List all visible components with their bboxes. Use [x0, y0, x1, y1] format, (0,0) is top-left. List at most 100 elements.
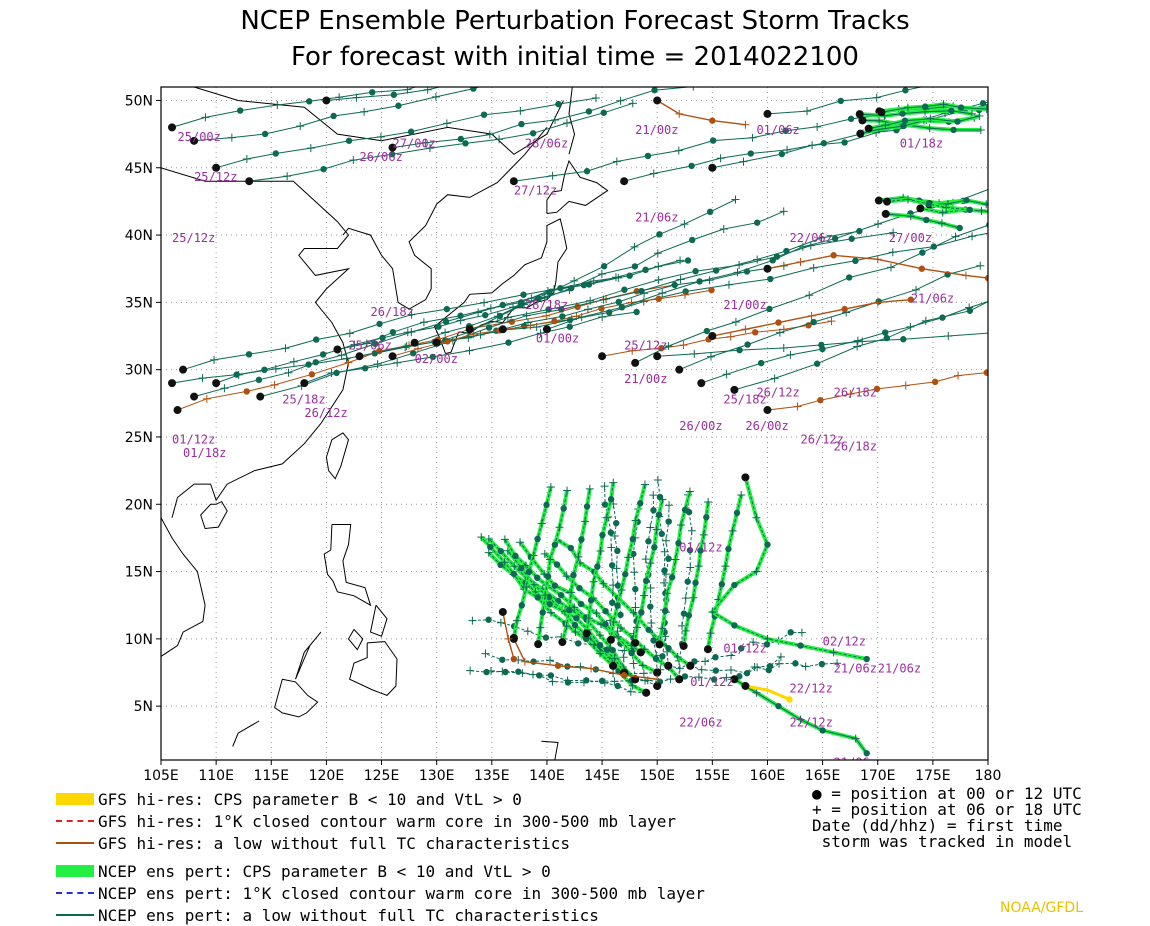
- position-plus-06-18: [663, 647, 672, 656]
- position-plus-06-18: [681, 594, 690, 603]
- position-plus-06-18: [476, 330, 485, 339]
- position-plus-06-18: [590, 640, 599, 649]
- coastline-segment: [161, 167, 351, 518]
- position-plus-06-18: [327, 368, 336, 377]
- position-plus-06-18: [402, 342, 411, 351]
- position-plus-06-18: [284, 368, 293, 377]
- position-dot-00-12: [730, 385, 739, 394]
- position-plus-06-18: [628, 48, 636, 56]
- position-plus-06-18: [706, 352, 715, 361]
- position-plus-06-18: [796, 715, 805, 724]
- position-plus-06-18: [726, 332, 735, 341]
- position-dot-00-12: [787, 629, 794, 636]
- position-dot-00-12: [763, 641, 771, 648]
- position-plus-06-18: [640, 591, 649, 600]
- y-tick-label: 15N: [125, 565, 153, 581]
- position-dot-00-12: [607, 529, 615, 536]
- position-plus-06-18: [551, 115, 560, 124]
- position-plus-06-18: [201, 113, 210, 122]
- position-plus-06-18: [609, 478, 618, 487]
- position-dot-00-12: [617, 611, 624, 619]
- position-dot-00-12: [602, 620, 609, 628]
- position-dot-00-12: [737, 645, 745, 652]
- position-dot-00-12: [534, 574, 541, 581]
- position-plus-06-18: [779, 207, 788, 216]
- position-dot-00-12: [545, 594, 553, 601]
- position-plus-06-18: [570, 603, 579, 612]
- position-plus-06-18: [677, 521, 686, 530]
- position-dot-00-12: [612, 519, 620, 527]
- position-dot-00-12: [637, 500, 644, 507]
- position-plus-06-18: [673, 653, 682, 662]
- position-dot-00-12: [697, 379, 706, 388]
- date-label: 26/18z: [834, 386, 877, 400]
- position-dot-00-12: [497, 561, 504, 569]
- x-tick-label: 175E: [915, 768, 951, 784]
- position-plus-06-18: [739, 157, 748, 166]
- position-plus-06-18: [419, 318, 428, 327]
- position-plus-06-18: [630, 568, 639, 577]
- storm-track-line: [414, 210, 784, 344]
- position-plus-06-18: [853, 336, 862, 345]
- date-label: 25/18z: [723, 392, 766, 406]
- storm-tracks: [168, 48, 988, 757]
- position-plus-06-18: [589, 577, 598, 586]
- position-plus-06-18: [813, 122, 822, 131]
- position-dot-00-12: [179, 365, 188, 374]
- position-plus-06-18: [770, 374, 779, 383]
- position-plus-06-18: [676, 275, 685, 284]
- position-plus-06-18: [721, 562, 730, 571]
- position-dot-00-12: [602, 607, 609, 615]
- date-label: 01/18z: [183, 446, 226, 460]
- position-dot-00-12: [465, 325, 474, 334]
- position-dot-00-12: [656, 231, 663, 238]
- position-dot-00-12: [725, 545, 732, 553]
- position-dot-00-12: [442, 318, 450, 325]
- position-plus-06-18: [592, 609, 601, 618]
- position-dot-00-12: [485, 324, 493, 331]
- position-plus-06-18: [610, 531, 619, 540]
- position-dot-00-12: [457, 135, 465, 143]
- position-dot-00-12: [858, 116, 867, 125]
- position-dot-00-12: [979, 100, 987, 107]
- position-plus-06-18: [529, 580, 538, 589]
- position-dot-00-12: [864, 124, 873, 133]
- position-plus-06-18: [694, 673, 703, 682]
- position-dot-00-12: [557, 591, 565, 599]
- date-label: 01/12z: [690, 675, 733, 689]
- position-dot-00-12: [499, 656, 506, 663]
- storm-track-line: [586, 482, 614, 634]
- date-label: 25/06z: [348, 338, 391, 352]
- position-dot-00-12: [841, 305, 848, 313]
- map-subtitle: For forecast with initial time = 2014022…: [291, 42, 859, 72]
- position-plus-06-18: [612, 157, 621, 166]
- position-dot-00-12: [168, 123, 177, 132]
- storm-track-line: [177, 284, 676, 411]
- position-dot-00-12: [754, 219, 761, 226]
- position-dot-00-12: [751, 329, 759, 336]
- position-plus-06-18: [674, 146, 683, 155]
- position-dot-00-12: [656, 493, 664, 501]
- position-dot-00-12: [984, 274, 988, 282]
- date-label: 21/00z: [624, 372, 667, 386]
- position-dot-00-12: [650, 507, 657, 514]
- position-plus-06-18: [631, 516, 640, 525]
- position-dot-00-12: [547, 672, 555, 679]
- position-plus-06-18: [529, 670, 537, 679]
- position-plus-06-18: [548, 677, 557, 686]
- date-label: 27/00z: [393, 137, 436, 151]
- position-plus-06-18: [658, 289, 667, 298]
- position-plus-06-18: [662, 570, 671, 579]
- position-plus-06-18: [345, 329, 354, 338]
- date-label: 26/12z: [756, 386, 799, 400]
- position-plus-06-18: [807, 311, 816, 320]
- position-plus-06-18: [403, 328, 412, 337]
- position-dot-00-12: [966, 206, 973, 214]
- position-dot-00-12: [583, 677, 590, 684]
- position-dot-00-12: [710, 676, 718, 683]
- position-plus-06-18: [719, 225, 728, 234]
- position-plus-06-18: [873, 255, 882, 264]
- position-dot-00-12: [566, 323, 573, 330]
- position-plus-06-18: [598, 312, 607, 321]
